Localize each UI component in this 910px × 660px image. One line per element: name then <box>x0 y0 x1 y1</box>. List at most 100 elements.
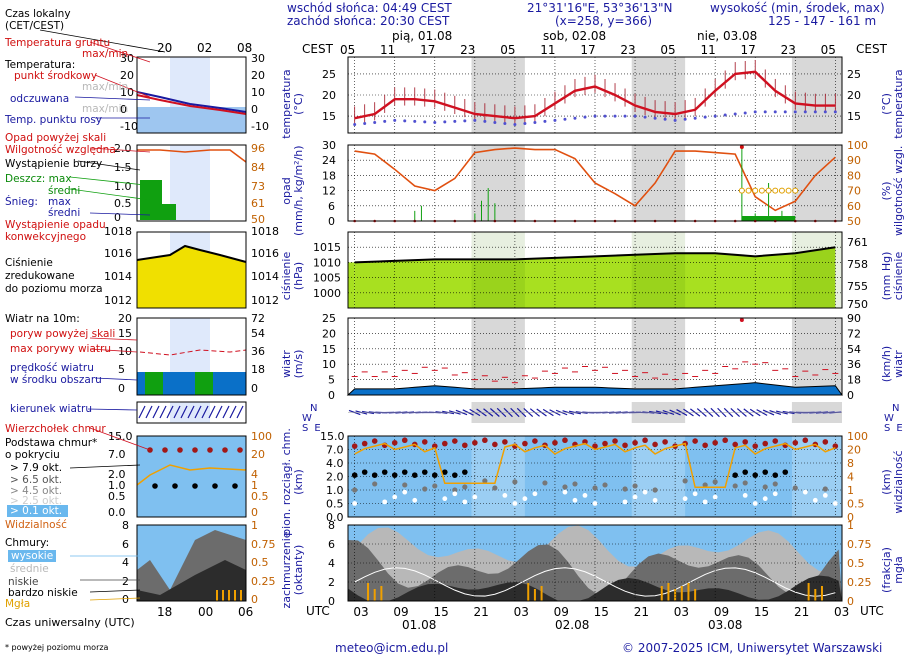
cloud-top-dot <box>421 439 428 445</box>
legend-temp-panel-border <box>136 56 247 134</box>
legend-dir-arrow <box>201 405 209 419</box>
legend-dir-panel-night <box>170 402 210 423</box>
temp-tick-left: 25 <box>322 68 336 81</box>
dew-point-dot <box>723 113 727 117</box>
cloud-base-79-dot <box>732 472 738 478</box>
cloud-base-01-dot <box>742 493 748 498</box>
dew-point-dot <box>783 110 787 114</box>
legend-dir-arrow <box>138 405 146 419</box>
legend-leader-line <box>89 427 151 451</box>
cover-tick-left: 6 <box>328 538 335 551</box>
wind-tick-right: 54 <box>847 343 861 356</box>
cloud-base-65-dot <box>712 479 718 485</box>
cover-tick-left: 2 <box>328 576 335 589</box>
dew-point-dot <box>623 114 627 118</box>
precip-tick-left: 6 <box>328 200 335 213</box>
cloud-base-01-dot <box>452 491 458 497</box>
legend-tick: 0.0 <box>108 506 126 519</box>
cloud-base-01-dot <box>462 499 468 505</box>
cloud-base-65-dot <box>652 487 658 493</box>
legend-wind-dir: kierunek wiatru <box>10 403 92 415</box>
wind-tick-left: 5 <box>328 374 335 387</box>
legend-wind-speed: prędkość wiatru <box>10 362 94 374</box>
legend-leader-line <box>94 74 151 98</box>
cloud-base-65-dot <box>422 486 428 492</box>
cloud-top-dot <box>652 441 658 448</box>
legend-utc-time: Czas uniwersalny (UTC) <box>5 616 135 629</box>
contact-email[interactable]: meteo@icm.edu.pl <box>335 641 449 655</box>
cloud-tick-left: 0.0 <box>326 511 344 524</box>
storm-marker <box>745 187 752 194</box>
dew-point-dot <box>673 118 677 122</box>
wind-tick-left: 25 <box>322 312 336 325</box>
press-axis-title-left: ciśnienie (hPa) <box>280 251 305 301</box>
legend-tick: 54 <box>251 327 265 340</box>
precip-tick-left: 30 <box>322 139 336 152</box>
cloud-base-79-dot <box>361 469 368 475</box>
cloud-base-79-dot <box>381 469 388 475</box>
hour-label-top: 23 <box>620 43 635 57</box>
cover-axis-title-left: zachmurzenie (oktanty) <box>280 531 305 609</box>
legend-leader-line <box>89 212 151 216</box>
cloud-base-01-dot <box>752 501 758 506</box>
dew-point-dot <box>363 122 367 125</box>
legend-tick: 36 <box>251 345 265 358</box>
temp-tick-right: 20 <box>847 89 861 102</box>
legend-tick: 50 <box>251 213 265 226</box>
legend-tick: 1012 <box>251 294 279 307</box>
temp-tick-right: 15 <box>847 110 861 123</box>
legend-leader-line <box>87 408 138 411</box>
cloud-base-65-dot <box>762 484 768 490</box>
legend-leader-line <box>69 464 141 469</box>
legend-rain: Deszcz: max <box>5 173 72 185</box>
hour-label-bottom: 09 <box>554 605 569 619</box>
dew-point-dot <box>713 114 717 118</box>
legend-tick: 72 <box>251 312 265 325</box>
hour-label-bottom: 03 <box>514 605 529 619</box>
legend-tick: -10 <box>251 120 269 133</box>
visibility-tick-right: 1 <box>847 484 854 497</box>
fog-bar <box>680 586 683 601</box>
legend-cloud-base: Podstawa chmur* <box>5 437 98 449</box>
cloud-top-dot <box>351 443 358 449</box>
legend-leader-line <box>69 188 151 201</box>
cloud-base-79-dot <box>752 472 759 478</box>
precip-tick-left: 12 <box>322 185 336 198</box>
legend-tick: 0 <box>251 382 258 395</box>
cloud-base-01-dot <box>392 494 398 500</box>
legend-storm: Wystąpienie burzy <box>5 158 103 170</box>
dew-point-dot <box>423 120 427 124</box>
cest-label-right: CEST <box>856 42 887 56</box>
hour-label-bottom: 21 <box>634 605 649 619</box>
cloud-base-01-dot <box>512 501 518 506</box>
cloud-base-65-dot <box>492 485 498 491</box>
legend-fog-bar <box>222 590 224 601</box>
legend-temp-line <box>136 94 247 115</box>
cloud-base-65-dot <box>592 485 598 491</box>
visibility-tick-right: 0.5 <box>847 498 865 511</box>
fog-bar <box>660 586 663 601</box>
legend-dir-arrow <box>222 405 230 419</box>
cloud-top-dot <box>522 440 528 447</box>
cloud-top-dot <box>361 440 368 447</box>
visibility-tick-right: 8 <box>847 457 854 470</box>
legend-tick: 5 <box>118 363 125 376</box>
press-night-band <box>471 232 525 308</box>
legend-tick: 1016 <box>251 247 279 260</box>
fog-tick-right: 0.75 <box>847 538 872 551</box>
hour-label-top: 05 <box>660 43 675 57</box>
prec-night-band <box>471 145 525 221</box>
legend-hour-top: 08 <box>237 41 252 55</box>
wind-tick-left: 10 <box>322 358 336 371</box>
legend-pressure-line <box>136 244 247 263</box>
legend-dir-arrow <box>229 405 237 419</box>
hour-label-top: 11 <box>540 43 555 57</box>
press-axis-title-right: (mm Hg) ciśnienie <box>880 251 905 301</box>
legend-cloud-base2: o pokryciu <box>5 449 60 461</box>
cloud-top-dot <box>441 440 448 447</box>
dew-point-dot <box>483 119 487 123</box>
hour-label-top: 11 <box>380 43 395 57</box>
cloud-top-dot <box>371 438 378 444</box>
cloud-base-01-dot <box>812 497 818 503</box>
